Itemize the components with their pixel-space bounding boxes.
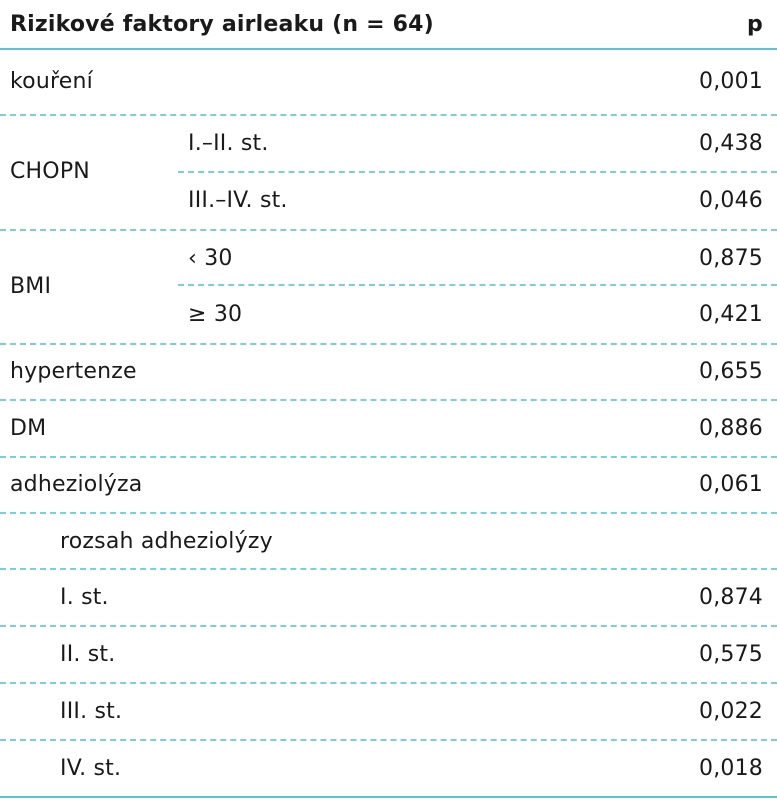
row-label: rozsah adheziolýzy <box>60 528 273 554</box>
sub-label: III.–IV. st. <box>188 188 288 213</box>
row-st4: IV. st. 0,018 <box>0 741 777 795</box>
row-label: IV. st. <box>60 755 122 781</box>
row-st1: I. st. 0,874 <box>0 570 777 624</box>
row-p-value: 0,886 <box>699 415 763 441</box>
sub-label: ‹ 30 <box>188 246 233 271</box>
sub-label: I.–II. st. <box>188 131 269 156</box>
row-p-value: 0,655 <box>699 358 763 384</box>
row-st2: II. st. 0,575 <box>0 627 777 681</box>
row-divider <box>0 568 777 570</box>
row-adheziolyza: adheziolýza 0,061 <box>0 458 777 511</box>
row-bmi-sub1: ‹ 30 0,875 <box>0 231 777 286</box>
row-label: I. st. <box>60 584 109 610</box>
row-label: kouření <box>10 68 93 94</box>
row-label: II. st. <box>60 641 116 667</box>
row-label: DM <box>10 415 47 441</box>
row-st3: III. st. 0,022 <box>0 684 777 738</box>
row-label: III. st. <box>60 698 123 724</box>
row-label: BMI <box>10 273 52 299</box>
table-header: Rizikové faktory airleaku (n = 64) p <box>0 0 777 48</box>
table-bottom-border <box>0 796 777 798</box>
row-label: hypertenze <box>10 358 137 384</box>
row-divider <box>0 399 777 401</box>
header-title: Rizikové faktory airleaku (n = 64) <box>10 11 434 37</box>
row-divider <box>0 512 777 514</box>
row-divider <box>0 682 777 684</box>
row-hypertenze: hypertenze 0,655 <box>0 345 777 397</box>
row-divider <box>0 114 777 116</box>
row-p-value: 0,046 <box>699 188 763 213</box>
row-divider <box>0 343 777 345</box>
sub-divider <box>178 284 777 286</box>
row-dm: DM 0,886 <box>0 401 777 455</box>
row-p-value: 0,875 <box>699 246 763 271</box>
row-p-value: 0,018 <box>699 755 763 781</box>
row-label: CHOPN <box>10 158 90 184</box>
row-divider <box>0 625 777 627</box>
row-p-value: 0,575 <box>699 641 763 667</box>
row-label: adheziolýza <box>10 472 143 497</box>
row-chopn-sub2: III.–IV. st. 0,046 <box>0 173 777 228</box>
row-p-value: 0,874 <box>699 584 763 610</box>
row-koureni: kouření 0,001 <box>0 50 777 112</box>
row-rozsah: rozsah adheziolýzy <box>0 514 777 568</box>
row-divider <box>0 739 777 741</box>
row-chopn: CHOPN <box>0 116 777 226</box>
row-p-value: 0,061 <box>699 472 763 497</box>
row-bmi: BMI <box>0 231 777 341</box>
row-p-value: 0,421 <box>699 301 763 327</box>
sub-divider <box>178 171 777 173</box>
row-divider <box>0 456 777 458</box>
row-p-value: 0,438 <box>699 131 763 156</box>
row-p-value: 0,001 <box>699 68 763 94</box>
row-bmi-sub2: ≥ 30 0,421 <box>0 286 777 342</box>
sub-label: ≥ 30 <box>188 301 243 327</box>
header-divider <box>0 48 777 50</box>
header-p: p <box>747 11 763 37</box>
row-divider <box>0 229 777 231</box>
row-p-value: 0,022 <box>699 698 763 724</box>
row-chopn-sub1: I.–II. st. 0,438 <box>0 116 777 171</box>
